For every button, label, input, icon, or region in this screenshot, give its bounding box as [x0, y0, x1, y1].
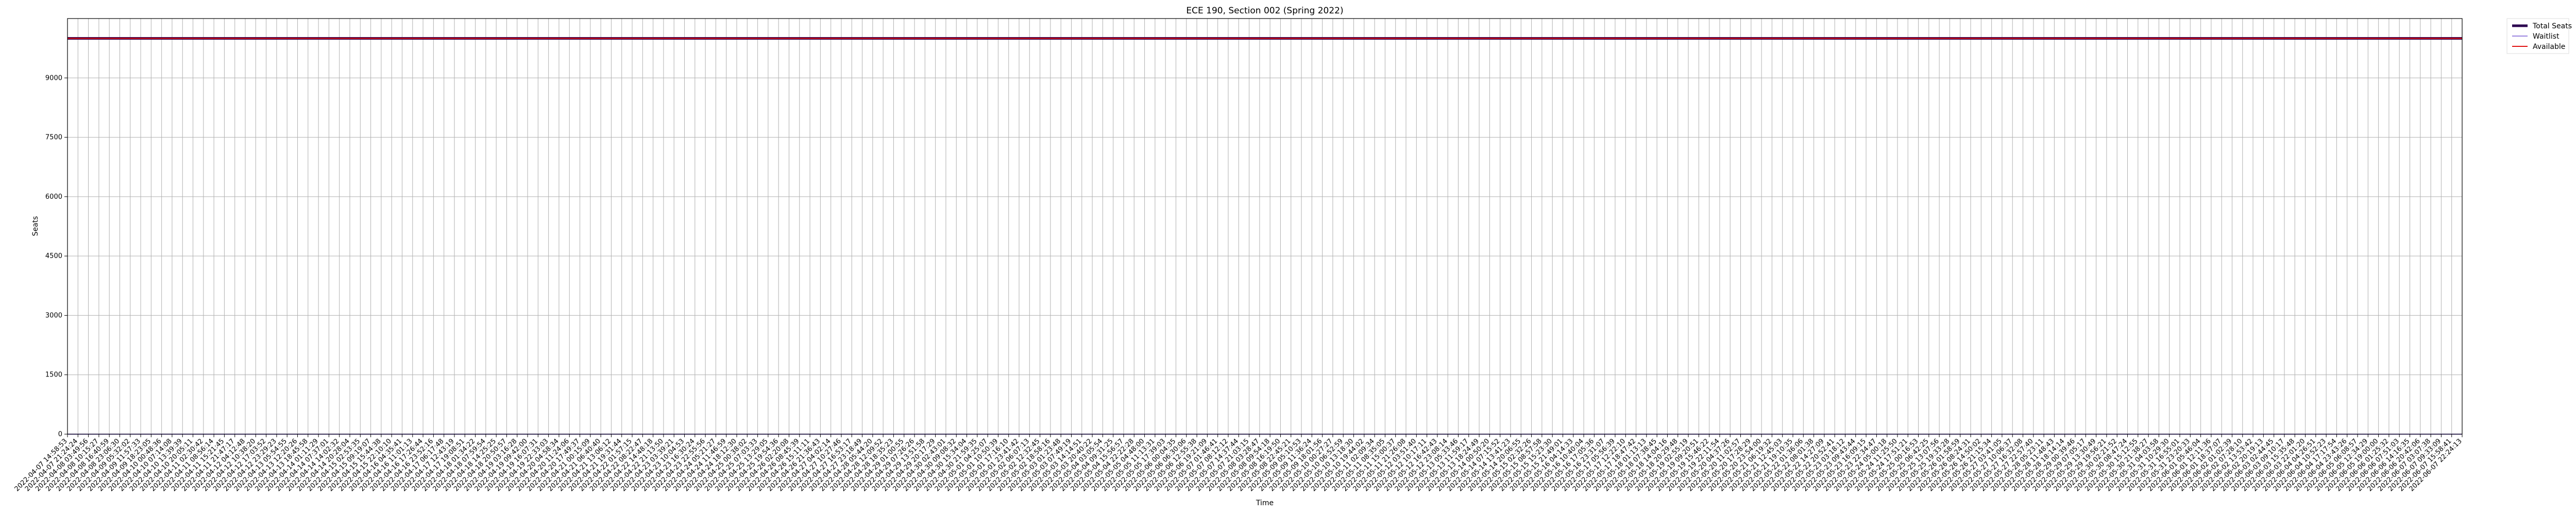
legend: Total Seats Waitlist Available — [2506, 18, 2572, 54]
y-tick-label: 9000 — [45, 74, 62, 82]
legend-label: Total Seats — [2532, 22, 2572, 30]
y-tick-label: 7500 — [45, 134, 62, 142]
y-tick-label: 1500 — [45, 371, 62, 379]
legend-label: Waitlist — [2533, 32, 2560, 41]
grid — [67, 19, 2463, 435]
legend-label: Available — [2533, 43, 2565, 51]
y-tick-label: 0 — [58, 431, 62, 438]
x-axis-label: Time — [1256, 499, 1274, 507]
y-tick-label: 6000 — [45, 193, 62, 201]
chart-title: ECE 190, Section 002 (Spring 2022) — [1186, 6, 1343, 16]
y-axis-label: Seats — [31, 216, 40, 236]
y-tick-label: 3000 — [45, 312, 62, 319]
y-axis: 0 1500 3000 4500 6000 7500 9000 — [45, 74, 67, 438]
y-tick-label: 4500 — [45, 252, 62, 260]
plot-frame — [67, 18, 2463, 435]
